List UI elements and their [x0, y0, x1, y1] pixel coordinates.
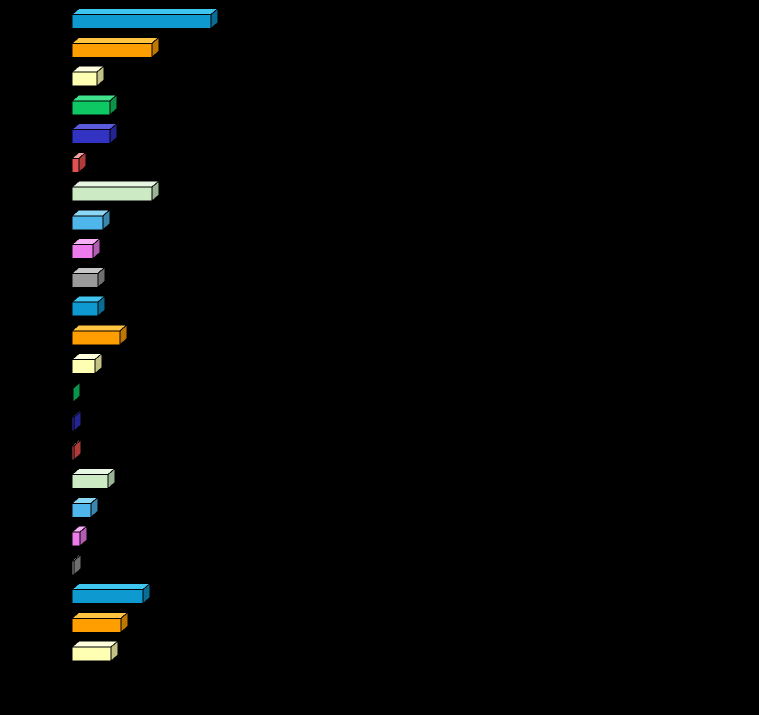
- bar-front-face: [71, 42, 153, 58]
- bar-front-face: [71, 359, 96, 374]
- bar-1-blue: [70, 7, 220, 30]
- bar-front-face: [71, 71, 98, 87]
- bar-top-face: [70, 8, 220, 15]
- bar-front-face: [71, 129, 111, 144]
- bar-front-face: [71, 301, 99, 317]
- bar-3-pale-yellow: [70, 64, 106, 88]
- bar-23-pale-yellow: [70, 639, 120, 663]
- bar-15-navy: [70, 409, 83, 433]
- bar-top-face: [70, 583, 152, 590]
- bar-front-face: [71, 560, 75, 576]
- bar-4-green: [70, 93, 119, 116]
- bar-front-face: [71, 14, 212, 29]
- bar-front-face: [71, 445, 75, 461]
- bar-front-face: [71, 244, 94, 259]
- bar-front-face: [71, 100, 111, 116]
- bar-5-navy: [70, 122, 119, 145]
- bar-top-face: [70, 640, 120, 648]
- bar-top-face: [70, 36, 161, 44]
- bar-21-blue: [70, 582, 152, 605]
- bar-16-red: [70, 438, 83, 461]
- bar-13-pale-yellow: [70, 352, 104, 375]
- bar-front-face: [71, 531, 81, 547]
- bar-14-green: [70, 381, 82, 404]
- bar-front-face: [71, 589, 144, 604]
- bar-front-face: [71, 646, 112, 662]
- bar-18-sky-blue: [70, 496, 100, 519]
- bar-top-face: [70, 324, 129, 332]
- bar-front-face: [71, 617, 122, 633]
- bar-front-face: [71, 416, 75, 432]
- bar-22-orange: [70, 611, 130, 634]
- bar-17-pale-green: [70, 467, 117, 490]
- bar-2-orange: [70, 36, 161, 59]
- bar-front-face: [71, 215, 104, 231]
- bar-front-face: [71, 272, 99, 288]
- bar-front-face: [71, 330, 121, 346]
- bar-front-face: [71, 186, 153, 202]
- bar-front-face: [71, 502, 92, 518]
- bar-front-face: [71, 474, 109, 489]
- bar-12-orange: [70, 323, 129, 346]
- bar-top-face: [70, 180, 161, 188]
- bar-front-face: [71, 157, 80, 173]
- bar-8-sky-blue: [70, 208, 112, 231]
- bar-6-red: [70, 151, 88, 174]
- bar-11-blue: [70, 294, 107, 318]
- bar-9-violet: [70, 237, 102, 260]
- bar-top-face: [70, 94, 119, 102]
- bar-19-violet: [70, 524, 89, 548]
- bar-front-face: [71, 387, 74, 403]
- bar-top-face: [70, 123, 119, 130]
- bar-7-pale-green: [70, 179, 161, 203]
- bar-20-gray: [70, 553, 83, 576]
- bar-top-face: [70, 611, 130, 619]
- bar-10-gray: [70, 266, 107, 289]
